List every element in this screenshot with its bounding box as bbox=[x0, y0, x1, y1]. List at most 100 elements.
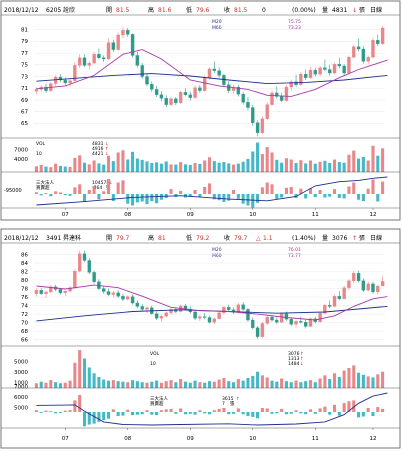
candle-body bbox=[265, 104, 269, 119]
chip-flow-bar bbox=[347, 401, 351, 412]
volume-bar bbox=[102, 379, 106, 388]
candle-body bbox=[102, 57, 106, 60]
volume-bar bbox=[207, 381, 212, 388]
chip-flow-bar bbox=[58, 192, 62, 194]
chip-value: 3615 bbox=[222, 396, 234, 402]
volume-stat-1: 3076 bbox=[288, 351, 300, 357]
chip-flow-bar bbox=[49, 194, 53, 197]
chip-tick-label: 7000 bbox=[14, 385, 28, 391]
volume-arrow-icon: ↑ bbox=[352, 235, 357, 242]
candle-body bbox=[188, 94, 192, 98]
chip-flow-bar bbox=[332, 404, 337, 412]
chip-flow-bar bbox=[337, 194, 341, 198]
candle-body bbox=[198, 87, 202, 91]
candle-body bbox=[150, 83, 154, 90]
chip-flow-bar bbox=[289, 412, 293, 414]
chip-flow-bar bbox=[54, 412, 58, 414]
chip-flow-bar bbox=[193, 412, 197, 415]
volume-bar bbox=[82, 162, 87, 172]
chip-flow-bar bbox=[347, 186, 351, 194]
candle-body bbox=[308, 69, 313, 78]
chip-flow-bar bbox=[73, 187, 77, 194]
chip-flow-bar bbox=[371, 412, 375, 417]
candle-body bbox=[318, 67, 322, 75]
volume-bar bbox=[337, 162, 341, 172]
candle-body bbox=[366, 57, 370, 62]
volume-bar bbox=[265, 147, 269, 172]
chip-flow-bar bbox=[328, 412, 332, 415]
volume-bar bbox=[357, 372, 361, 388]
volume-bar bbox=[116, 381, 120, 388]
candle-body bbox=[279, 96, 284, 101]
close-label: 收 bbox=[224, 6, 230, 14]
chip-value-arrow: ↓ bbox=[109, 180, 113, 186]
chip-flow-bar bbox=[337, 412, 341, 416]
volume-bar bbox=[78, 155, 82, 172]
candle-body bbox=[145, 76, 149, 85]
candle-body bbox=[323, 67, 327, 70]
candle-body bbox=[58, 289, 63, 293]
chip-flow-bar bbox=[140, 412, 144, 415]
chip-flow-bar bbox=[174, 412, 178, 414]
chip-tick: -95000 bbox=[4, 188, 22, 194]
volume-value: 3076 bbox=[332, 235, 347, 242]
close-value: 79.7 bbox=[234, 235, 248, 242]
ma-legend: M20 M60 75.75 73.23 bbox=[212, 19, 301, 31]
candle-body bbox=[92, 272, 96, 282]
chip-flow-bar bbox=[131, 194, 135, 206]
chip-flow-bar bbox=[87, 412, 91, 425]
volume-bar bbox=[68, 166, 72, 172]
volume-bar bbox=[270, 152, 274, 172]
volume-bar bbox=[159, 382, 163, 388]
chip-flow-bar bbox=[82, 412, 87, 427]
chip-value-arrow: ↑ bbox=[236, 396, 240, 402]
chip-flow-bar bbox=[63, 194, 67, 196]
chip-flow-bar bbox=[251, 194, 255, 208]
volume-bar bbox=[73, 362, 77, 388]
candle-body bbox=[222, 307, 226, 313]
candle-body bbox=[82, 253, 87, 261]
candle-body bbox=[63, 79, 67, 84]
chip-flow-bar bbox=[169, 189, 173, 194]
chip-legend-1: 三大法人 bbox=[150, 395, 168, 402]
chip-flow-bar bbox=[68, 410, 72, 412]
chip-flow-bar bbox=[63, 410, 67, 412]
candle-body bbox=[34, 89, 39, 92]
candle-body bbox=[207, 317, 212, 323]
volume-bar bbox=[304, 381, 308, 388]
volume-bar bbox=[260, 375, 264, 388]
volume-bar bbox=[241, 161, 245, 172]
chip-flow-bar bbox=[328, 194, 332, 197]
volume-unit: 張 bbox=[359, 7, 365, 14]
candle-body bbox=[169, 98, 173, 105]
chip-unit: 張 bbox=[230, 401, 235, 407]
volume-bar bbox=[313, 382, 317, 388]
volume-bar bbox=[121, 150, 125, 172]
candle-body bbox=[193, 311, 197, 319]
volume-bar bbox=[270, 380, 274, 388]
candle-body bbox=[318, 313, 322, 322]
chip-flow-bar bbox=[280, 194, 284, 198]
chip-flow-bar bbox=[145, 194, 149, 205]
volume-bar bbox=[111, 161, 115, 172]
chip-flow-bar bbox=[92, 186, 96, 194]
price-tick-label: 84 bbox=[21, 261, 28, 267]
chip-flow-bar bbox=[131, 412, 135, 416]
chip-flow-bar bbox=[318, 190, 322, 194]
volume-unit: 張 bbox=[359, 235, 365, 242]
candle-body bbox=[164, 312, 168, 317]
candle-body bbox=[352, 273, 356, 282]
volume-bar bbox=[371, 377, 375, 388]
volume-bar bbox=[299, 160, 303, 172]
chip-flow-bar bbox=[265, 408, 269, 412]
chip-flow-bar bbox=[188, 194, 192, 197]
candle-body bbox=[130, 296, 135, 304]
volume-bar bbox=[39, 381, 43, 388]
volume-bar bbox=[126, 159, 130, 172]
chip-flow-bar bbox=[236, 194, 240, 199]
volume-bar bbox=[280, 162, 284, 172]
chip-flow-bar bbox=[352, 182, 356, 194]
chip-flow-bar bbox=[304, 412, 308, 415]
candle-body bbox=[371, 283, 375, 293]
chip-flow-bar bbox=[116, 412, 120, 417]
